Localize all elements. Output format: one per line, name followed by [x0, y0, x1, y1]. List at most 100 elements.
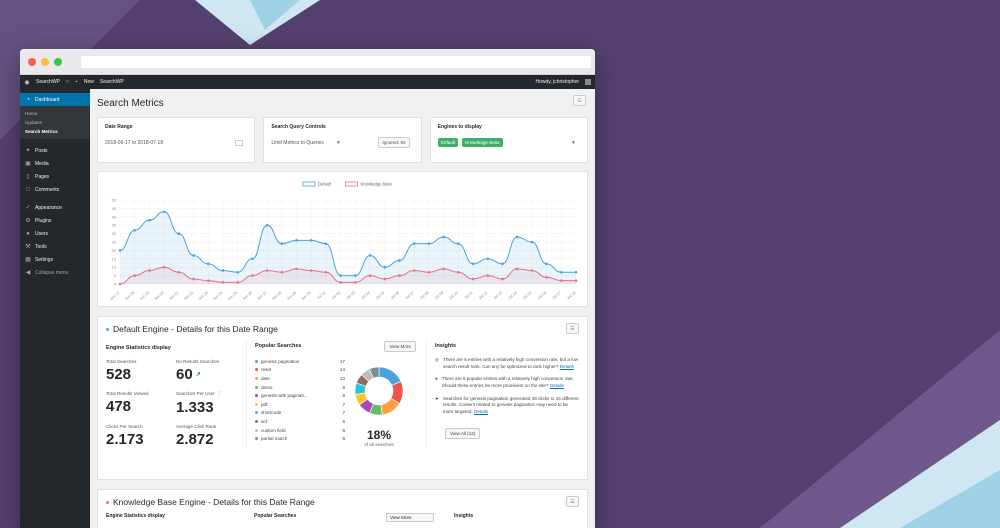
- admin-bar-new[interactable]: New: [83, 79, 94, 85]
- data-point[interactable]: [574, 270, 578, 274]
- data-point[interactable]: [133, 274, 137, 277]
- sidebar-sub-search-metrics[interactable]: Search Metrics: [25, 129, 58, 134]
- data-point[interactable]: [133, 228, 137, 232]
- data-point[interactable]: [280, 242, 284, 245]
- popular-search-row[interactable]: genesis pagination 17: [255, 357, 345, 366]
- data-point[interactable]: [501, 277, 504, 281]
- data-point[interactable]: [486, 257, 490, 261]
- howdy-user[interactable]: Howdy, jchristopher: [535, 79, 579, 85]
- section-toggle-button[interactable]: ☰: [566, 496, 579, 507]
- data-point[interactable]: [280, 270, 284, 274]
- data-point[interactable]: [574, 279, 578, 282]
- view-all-insights-button[interactable]: View All (12): [445, 427, 481, 439]
- data-point[interactable]: [530, 269, 534, 272]
- data-point[interactable]: [442, 267, 445, 271]
- popular-search-row[interactable]: genesis with paginati... 8: [255, 391, 345, 400]
- admin-bar-site2[interactable]: SearchWP: [99, 79, 124, 85]
- popular-search-row[interactable]: pdf 7: [255, 400, 345, 409]
- data-point[interactable]: [324, 242, 328, 245]
- avatar[interactable]: [585, 79, 591, 85]
- chevron-down-icon[interactable]: ▼: [571, 139, 576, 146]
- data-point[interactable]: [515, 267, 519, 271]
- legend-swatch[interactable]: [345, 181, 358, 187]
- data-point[interactable]: [368, 254, 372, 257]
- sidebar-item-plugins[interactable]: ⚙ Plugins: [20, 214, 90, 227]
- data-point[interactable]: [545, 262, 548, 266]
- maximize-window-icon[interactable]: [54, 57, 62, 66]
- donut-slice[interactable]: [369, 366, 380, 379]
- data-point[interactable]: [427, 242, 431, 245]
- data-point[interactable]: [162, 265, 166, 269]
- sidebar-sub-home[interactable]: Home: [25, 111, 38, 116]
- data-point[interactable]: [192, 254, 195, 257]
- kb-view-more-button[interactable]: View More: [386, 513, 434, 522]
- sidebar-item-posts[interactable]: ✦ Posts: [20, 144, 90, 157]
- data-point[interactable]: [221, 269, 225, 272]
- popular-search-row[interactable]: partial match 6: [255, 434, 345, 443]
- data-point[interactable]: [530, 240, 534, 244]
- data-point[interactable]: [265, 269, 269, 272]
- data-point[interactable]: [148, 218, 151, 222]
- data-point[interactable]: [515, 235, 519, 239]
- close-window-icon[interactable]: [28, 57, 36, 66]
- data-point[interactable]: [501, 262, 504, 266]
- popular-search-row[interactable]: custom field 6: [255, 426, 345, 435]
- data-point[interactable]: [383, 265, 387, 269]
- data-point[interactable]: [383, 277, 387, 281]
- data-point[interactable]: [192, 277, 195, 281]
- sidebar-sub-updates[interactable]: Updates: [25, 120, 43, 125]
- data-point[interactable]: [398, 274, 401, 277]
- data-point[interactable]: [559, 270, 563, 274]
- view-more-button[interactable]: View More: [384, 341, 416, 352]
- sidebar-item-settings[interactable]: ▦ Settings: [20, 253, 90, 266]
- comments-icon[interactable]: □: [65, 79, 69, 85]
- data-point[interactable]: [545, 275, 548, 279]
- sidebar-item-dashboard[interactable]: ◔ Dashboard: [20, 93, 90, 106]
- sidebar-item-tools[interactable]: ⚒ Tools: [20, 240, 90, 253]
- data-point[interactable]: [236, 281, 239, 284]
- data-point[interactable]: [442, 235, 445, 239]
- engine-tag-default[interactable]: Default: [437, 138, 459, 147]
- data-point[interactable]: [118, 249, 122, 252]
- date-range-field[interactable]: 2018-06-17 to 2018-07-18: [105, 137, 247, 148]
- data-point[interactable]: [295, 267, 298, 271]
- data-point[interactable]: [251, 257, 254, 261]
- calendar-icon[interactable]: [235, 139, 244, 146]
- data-point[interactable]: [162, 210, 166, 214]
- data-point[interactable]: [177, 232, 181, 235]
- data-point[interactable]: [398, 259, 401, 262]
- insight-details-link[interactable]: Details: [549, 382, 564, 388]
- admin-bar-site[interactable]: SearchWP: [36, 79, 60, 85]
- data-point[interactable]: [177, 270, 181, 274]
- data-point[interactable]: [236, 270, 239, 274]
- data-point[interactable]: [118, 282, 122, 286]
- data-point[interactable]: [206, 279, 210, 282]
- sidebar-item-media[interactable]: ▣ Media: [20, 157, 90, 170]
- data-point[interactable]: [206, 262, 210, 266]
- data-point[interactable]: [251, 274, 254, 277]
- data-point[interactable]: [368, 274, 372, 277]
- data-point[interactable]: [295, 239, 298, 242]
- popular-search-row[interactable]: demo 8: [255, 383, 345, 392]
- external-link-icon[interactable]: ↗: [195, 372, 201, 378]
- sidebar-item-pages[interactable]: ▯ Pages: [20, 170, 90, 183]
- data-point[interactable]: [412, 242, 416, 245]
- data-point[interactable]: [265, 223, 269, 227]
- engines-select[interactable]: Default Knowledge Base ▼: [437, 137, 580, 148]
- screen-options-button[interactable]: ☰: [573, 95, 586, 106]
- legend-label[interactable]: Default: [318, 182, 332, 187]
- data-point[interactable]: [471, 277, 475, 281]
- data-point[interactable]: [412, 269, 416, 272]
- popular-search-row[interactable]: date 13: [255, 374, 345, 383]
- section-toggle-button[interactable]: ☰: [566, 323, 579, 334]
- data-point[interactable]: [309, 269, 313, 272]
- data-point[interactable]: [457, 270, 460, 274]
- data-point[interactable]: [221, 281, 225, 284]
- legend-swatch[interactable]: [302, 181, 316, 187]
- data-point[interactable]: [354, 281, 357, 284]
- address-bar[interactable]: [81, 55, 591, 68]
- popular-search-row[interactable]: shortcode 7: [255, 409, 345, 418]
- data-point[interactable]: [471, 262, 475, 266]
- sidebar-collapse-menu[interactable]: ◀ Collapse menu: [20, 266, 90, 279]
- wordpress-logo-icon[interactable]: ◉: [24, 79, 30, 86]
